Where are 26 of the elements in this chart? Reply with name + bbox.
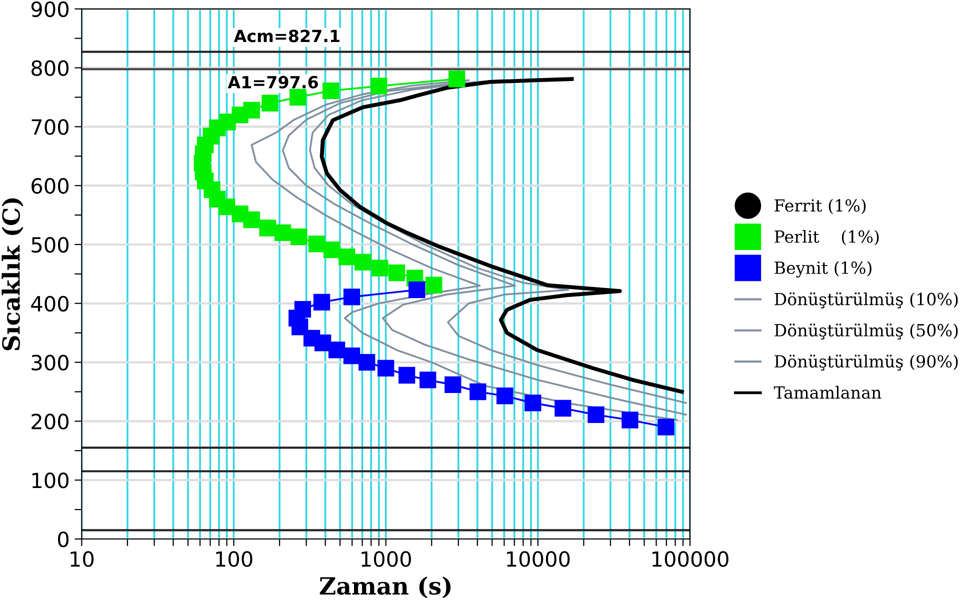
y-tick-label: 700 bbox=[32, 119, 68, 135]
x-tick-label: 100 bbox=[216, 551, 252, 567]
legend-label: Dönüştürülmüş (50%) bbox=[774, 324, 958, 340]
y-tick-label: 600 bbox=[32, 178, 68, 194]
legend-label: Ferrit (1%) bbox=[774, 198, 866, 214]
y-tick-label: 300 bbox=[32, 354, 68, 371]
x-axis-title: Zaman (s) bbox=[320, 576, 451, 598]
legend-label: Tamamlanan bbox=[774, 386, 882, 399]
x-tick-label: 1000 bbox=[362, 551, 411, 567]
legend-label: Beynit (1%) bbox=[774, 261, 872, 278]
y-tick-label: 200 bbox=[32, 414, 68, 430]
x-tick-label: 10000 bbox=[507, 551, 570, 567]
y-tick-label: 400 bbox=[31, 296, 68, 312]
ref-line-label: A1=797.6 bbox=[228, 76, 318, 88]
y-tick-label: 100 bbox=[32, 472, 68, 488]
legend-label: Dönüştürülmüş (90%) bbox=[774, 354, 958, 371]
legend-label: Dönüştürülmüş (10%) bbox=[774, 292, 958, 308]
y-tick-label: 900 bbox=[31, 1, 68, 18]
y-tick-label: 800 bbox=[32, 60, 68, 76]
x-tick-label: 100000 bbox=[652, 551, 728, 567]
x-tick-label: 10 bbox=[70, 551, 94, 567]
y-tick-label: 500 bbox=[32, 236, 68, 253]
legend-label: Perlit (1%) bbox=[774, 230, 879, 246]
y-tick-label: 0 bbox=[58, 531, 68, 548]
ref-line-label: Acm=827.1 bbox=[234, 30, 340, 42]
y-axis-title: Sıcaklık (C) bbox=[2, 198, 24, 350]
